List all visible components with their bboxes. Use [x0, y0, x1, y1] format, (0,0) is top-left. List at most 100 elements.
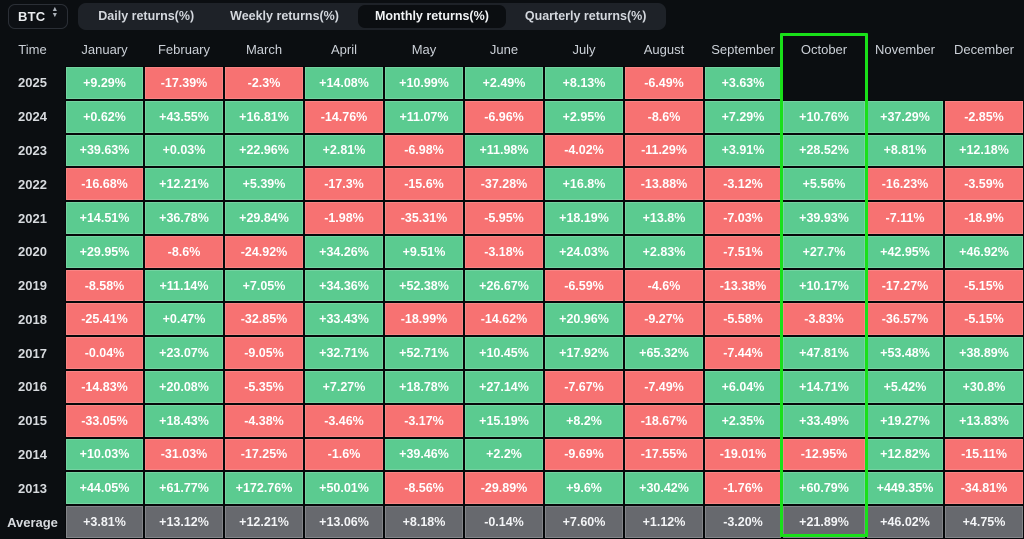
return-cell-2016-january: -14.83%	[65, 370, 144, 404]
return-cell-average-april: +13.06%	[304, 505, 384, 539]
year-label: 2023	[18, 142, 47, 158]
return-cell-2014-february: -31.03%	[144, 437, 224, 472]
table-row-2023: 2023 +39.63% +0.03% +22.96% +2.81% -6.98% +11.…	[0, 133, 1024, 168]
return-cell-2025-july: +8.13%	[544, 66, 624, 100]
return-cell-2015-april: -3.46%	[304, 403, 384, 438]
return-cell-2020-november: +42.95%	[866, 234, 944, 269]
return-cell-2015-june: +15.19%	[464, 403, 544, 438]
year-label: 2020	[18, 244, 47, 260]
return-cell-2017-october: +47.81%	[782, 336, 866, 371]
return-cell-2014-july: -9.69%	[544, 437, 624, 472]
month-header-november: November	[875, 41, 935, 57]
return-cell-2025-september: +3.63%	[704, 66, 782, 100]
symbol-select[interactable]: BTC ▲ ▼	[8, 3, 69, 29]
return-cell-2017-november: +53.48%	[866, 336, 944, 371]
return-cell-2015-august: -18.67%	[624, 403, 704, 438]
table-row-average: Average +3.81% +13.12% +12.21% +13.06% +8.18%…	[0, 505, 1024, 539]
return-cell-2018-february: +0.47%	[144, 302, 224, 337]
return-cell-2023-january: +39.63%	[65, 133, 144, 168]
return-cell-2023-december: +12.18%	[944, 133, 1024, 168]
return-cell-2018-march: -32.85%	[224, 302, 304, 337]
return-cell-2013-february: +61.77%	[144, 471, 224, 506]
return-cell-2018-january: -25.41%	[65, 302, 144, 337]
return-cell-2022-march: +5.39%	[224, 167, 304, 202]
return-cell-2024-february: +43.55%	[144, 99, 224, 134]
return-cell-average-february: +13.12%	[144, 505, 224, 539]
return-cell-2015-may: -3.17%	[384, 403, 464, 438]
month-header-march: March	[245, 41, 283, 57]
return-cell-2016-april: +7.27%	[304, 370, 384, 404]
return-cell-2018-july: +20.96%	[544, 302, 624, 337]
return-cell-2023-september: +3.91%	[704, 133, 782, 168]
return-cell-average-december: +4.75%	[944, 505, 1024, 539]
year-label: 2016	[18, 379, 47, 395]
return-cell-2016-september: +6.04%	[704, 370, 782, 404]
return-cell-2020-august: +2.83%	[624, 234, 704, 269]
return-cell-2015-january: -33.05%	[65, 403, 144, 438]
return-cell-2023-may: -6.98%	[384, 133, 464, 168]
return-cell-2020-april: +34.26%	[304, 234, 384, 269]
return-cell-2013-july: +9.6%	[544, 471, 624, 506]
return-cell-2020-january: +29.95%	[65, 234, 144, 269]
return-cell-2019-december: -5.15%	[944, 268, 1024, 303]
return-cell-2022-may: -15.6%	[384, 167, 464, 202]
toolbar: BTC ▲ ▼ Daily returns(%) Weekly returns(%)…	[0, 0, 1024, 32]
table-row-2016: 2016 -14.83% +20.08% -5.35% +7.27% +18.78% +27…	[0, 370, 1024, 404]
tab-weekly-returns[interactable]: Weekly returns(%)	[230, 9, 339, 23]
table-row-2013: 2013 +44.05% +61.77% +172.76% +50.01% -8.56% -…	[0, 471, 1024, 506]
return-cell-2021-may: -35.31%	[384, 201, 464, 235]
return-cell-2017-january: -0.04%	[65, 336, 144, 371]
return-cell-2019-september: -13.38%	[704, 268, 782, 303]
year-label: 2019	[18, 278, 47, 294]
return-cell-2017-may: +52.71%	[384, 336, 464, 371]
return-cell-2025-january: +9.29%	[65, 66, 144, 100]
month-header-december: December	[954, 41, 1014, 57]
year-label: 2018	[18, 311, 47, 327]
return-cell-2018-september: -5.58%	[704, 302, 782, 337]
return-cell-2014-november: +12.82%	[866, 437, 944, 472]
return-cell-2018-june: -14.62%	[464, 302, 544, 337]
return-cell-2017-september: -7.44%	[704, 336, 782, 371]
return-cell-2015-february: +18.43%	[144, 403, 224, 438]
return-cell-average-march: +12.21%	[224, 505, 304, 539]
return-cell-2025-october	[782, 66, 866, 100]
return-cell-2016-february: +20.08%	[144, 370, 224, 404]
return-cell-2017-march: -9.05%	[224, 336, 304, 371]
return-cell-2019-october: +10.17%	[782, 268, 866, 303]
return-cell-2021-january: +14.51%	[65, 201, 144, 235]
year-label: 2017	[18, 345, 47, 361]
return-cell-2019-january: -8.58%	[65, 268, 144, 303]
return-cell-2016-march: -5.35%	[224, 370, 304, 404]
return-cell-2020-june: -3.18%	[464, 234, 544, 269]
return-cell-2013-november: +449.35%	[866, 471, 944, 506]
return-cell-2015-september: +2.35%	[704, 403, 782, 438]
return-cell-2020-july: +24.03%	[544, 234, 624, 269]
tab-quarterly-returns[interactable]: Quarterly returns(%)	[524, 9, 647, 23]
return-cell-average-june: -0.14%	[464, 505, 544, 539]
return-cell-average-october: +21.89%	[782, 505, 866, 539]
return-cell-2024-august: -8.6%	[624, 99, 704, 134]
return-cell-2014-september: -19.01%	[704, 437, 782, 472]
return-cell-2013-january: +44.05%	[65, 471, 144, 506]
tab-daily-returns[interactable]: Daily returns(%)	[98, 9, 195, 23]
table-row-2014: 2014 +10.03% -31.03% -17.25% -1.6% +39.46% +2.…	[0, 437, 1024, 472]
return-cell-2022-january: -16.68%	[65, 167, 144, 202]
return-cell-2024-october: +10.76%	[782, 99, 866, 134]
return-cell-2025-april: +14.08%	[304, 66, 384, 100]
return-cell-2018-october: -3.83%	[782, 302, 866, 337]
return-cell-2022-august: -13.88%	[624, 167, 704, 202]
month-header-june: June	[489, 41, 519, 57]
sort-arrows-icon: ▲ ▼	[51, 6, 59, 19]
year-label: 2013	[18, 480, 47, 496]
return-cell-2021-february: +36.78%	[144, 201, 224, 235]
year-label: 2024	[18, 109, 47, 125]
return-cell-2021-june: -5.95%	[464, 201, 544, 235]
year-label: 2025	[18, 75, 47, 91]
return-cell-average-may: +8.18%	[384, 505, 464, 539]
return-cell-2016-june: +27.14%	[464, 370, 544, 404]
symbol-label: BTC	[18, 8, 46, 24]
tab-monthly-returns[interactable]: Monthly returns(%)	[357, 4, 506, 28]
return-cell-2018-april: +33.43%	[304, 302, 384, 337]
return-cell-2019-november: -17.27%	[866, 268, 944, 303]
month-header-august: August	[643, 41, 685, 57]
